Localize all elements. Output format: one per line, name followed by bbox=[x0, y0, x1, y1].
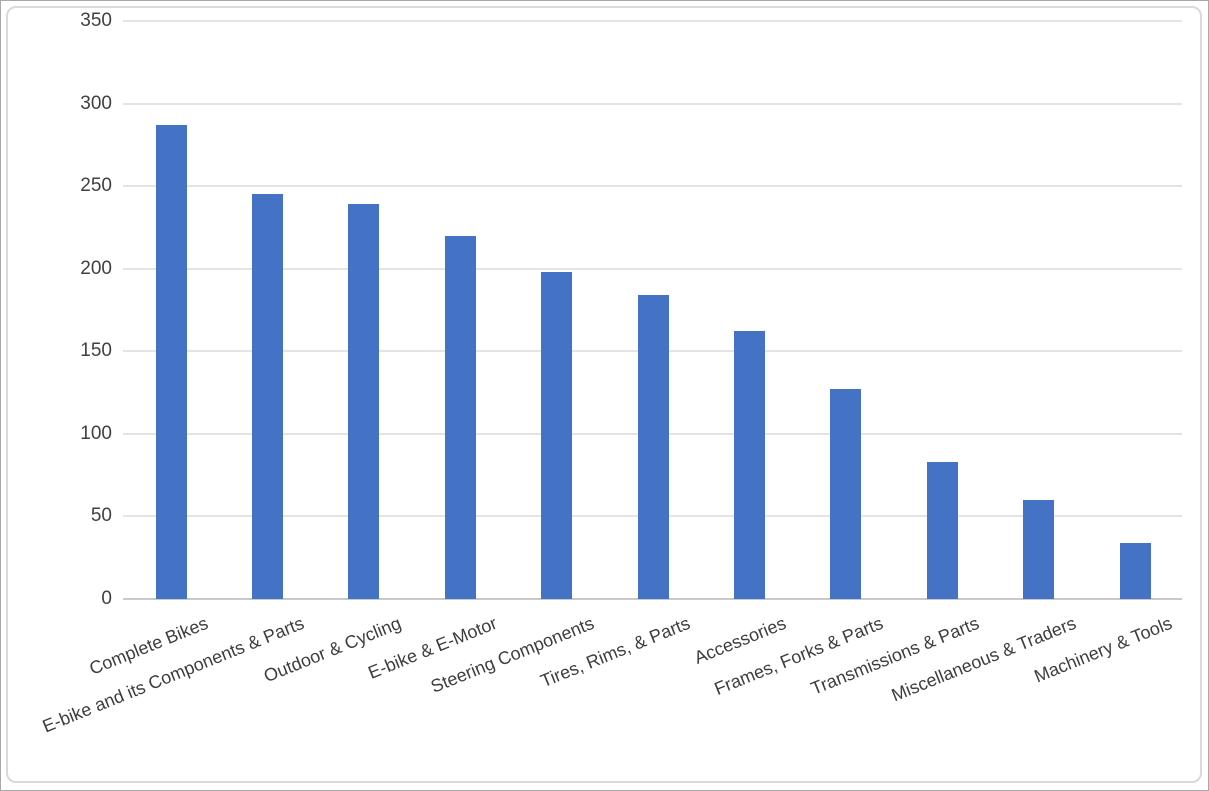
y-axis-tick-label: 250 bbox=[80, 175, 112, 197]
x-axis-line bbox=[123, 598, 1182, 600]
y-axis-tick-label: 0 bbox=[101, 588, 112, 609]
y-axis-tick-label: 200 bbox=[80, 257, 112, 279]
bar bbox=[444, 235, 476, 599]
y-axis-tick-label: 300 bbox=[80, 92, 112, 114]
y-axis-tick-label: 100 bbox=[80, 422, 112, 444]
y-gridline bbox=[123, 20, 1182, 22]
y-axis-tick-label: 150 bbox=[80, 340, 112, 362]
bar bbox=[348, 204, 380, 599]
bar bbox=[830, 389, 862, 599]
bar bbox=[1119, 542, 1151, 599]
y-gridline bbox=[123, 102, 1182, 105]
bar bbox=[733, 331, 765, 599]
bar bbox=[637, 295, 669, 599]
bar bbox=[155, 125, 187, 599]
chart-frame bbox=[6, 6, 1202, 783]
y-axis-tick-label: 350 bbox=[80, 10, 112, 31]
bar bbox=[1023, 499, 1055, 599]
y-axis-tick-label: 50 bbox=[90, 505, 112, 527]
bar bbox=[541, 272, 573, 599]
bar bbox=[251, 194, 283, 599]
bar bbox=[926, 461, 958, 599]
y-gridline bbox=[123, 185, 1182, 188]
y-gridline bbox=[123, 267, 1182, 270]
